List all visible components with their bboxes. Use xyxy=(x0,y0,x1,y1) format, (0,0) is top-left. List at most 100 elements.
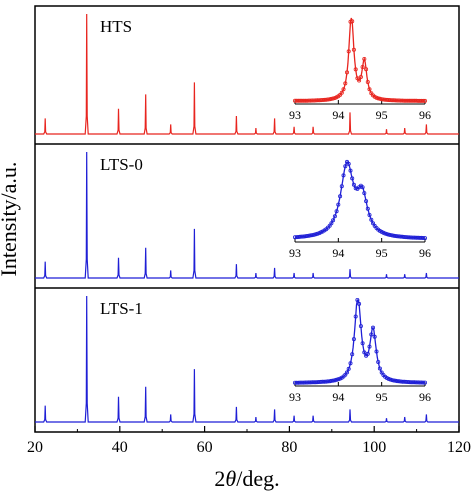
inset-data-marker xyxy=(348,361,353,366)
inset-data-marker xyxy=(344,370,349,375)
inset-data-marker xyxy=(329,221,334,226)
inset-data-marker xyxy=(365,206,370,211)
inset-data-marker xyxy=(348,19,353,24)
xrd-pattern-line xyxy=(35,13,459,135)
inset-data-marker xyxy=(331,218,336,223)
inset-data-marker xyxy=(358,324,363,329)
axes-box xyxy=(34,5,460,433)
inset-data-marker xyxy=(364,199,369,204)
inset-data-marker xyxy=(383,231,388,236)
panel-label: LTS-1 xyxy=(100,299,143,318)
inset-data-marker xyxy=(358,75,363,80)
inset-data-marker xyxy=(374,349,379,354)
x-axis-ticks: 20 40 60 80 100 120 xyxy=(27,426,471,456)
inset-data-marker xyxy=(329,96,334,101)
inset-x-tick-label: 96 xyxy=(419,108,431,122)
inset-data-marker xyxy=(377,96,382,101)
inset-data-marker xyxy=(357,78,362,83)
inset-data-marker xyxy=(348,168,353,173)
x-tick-label: 120 xyxy=(447,439,471,456)
plot-frame xyxy=(34,5,460,433)
inset-data-marker xyxy=(388,232,393,237)
inset-data-marker xyxy=(334,377,339,382)
inset-data-marker xyxy=(357,301,362,306)
inset-data-marker xyxy=(343,164,348,169)
inset-data-marker xyxy=(308,233,313,238)
inset-data-marker xyxy=(369,217,374,222)
panel-label: LTS-0 xyxy=(100,155,143,174)
inset-x-tick-label: 96 xyxy=(419,390,431,404)
inset-data-marker xyxy=(376,359,381,364)
panel-label: HTS xyxy=(100,17,132,36)
x-tick-label: 80 xyxy=(281,439,297,456)
inset-data-marker xyxy=(367,212,372,217)
inset-data-marker xyxy=(332,378,337,383)
panel-hts: HTS 93 94 95 96 xyxy=(35,13,459,135)
inset-data-marker xyxy=(388,377,393,382)
inset-data-marker xyxy=(362,350,367,355)
inset-data-marker xyxy=(351,182,356,187)
inset-x-tick-label: 95 xyxy=(376,246,388,260)
inset-x-tick-label: 95 xyxy=(376,108,388,122)
x-axis-title-suffix: /deg. xyxy=(236,466,279,491)
inset-data-marker xyxy=(421,380,426,385)
inset-data-marker xyxy=(344,70,349,75)
inset-data-marker xyxy=(360,65,365,70)
inset-data-marker xyxy=(353,314,358,319)
x-tick-label: 20 xyxy=(27,439,43,456)
inset-data-marker xyxy=(367,87,372,92)
inset-data-marker xyxy=(346,366,351,371)
inset-data-marker xyxy=(336,202,341,207)
inset-data-marker xyxy=(332,214,337,219)
inset-x-tick-label: 96 xyxy=(419,246,431,260)
inset-x-tick-label: 95 xyxy=(376,390,388,404)
inset-data-marker xyxy=(367,344,372,349)
inset-x-tick-label: 94 xyxy=(332,390,344,404)
inset-x-tick-label: 94 xyxy=(332,246,344,260)
panels: HTS 93 94 95 96 LTS-0 93 94 95 96 LTS-1 93 94 95 96 xyxy=(35,13,459,423)
inset-data-marker xyxy=(339,184,344,189)
inset-peak-line xyxy=(295,17,425,102)
inset-data-marker xyxy=(334,209,339,214)
inset-data-marker xyxy=(351,47,356,52)
inset-data-marker xyxy=(338,194,343,199)
xrd-pattern-line xyxy=(35,151,459,279)
inset-data-marker xyxy=(422,380,427,385)
x-axis-title: 2θ/deg. xyxy=(214,466,279,491)
x-tick-label: 60 xyxy=(197,439,213,456)
inset-data-marker xyxy=(346,161,351,166)
inset-data-marker xyxy=(355,297,360,302)
inset-data-marker xyxy=(421,98,426,103)
inset-data-marker xyxy=(360,341,365,346)
inset-data-marker xyxy=(362,57,367,62)
inset-data-marker xyxy=(336,377,341,382)
inset-x-tick-label: 93 xyxy=(289,390,301,404)
inset-data-marker xyxy=(331,378,336,383)
panel-lts-1: LTS-1 93 94 95 96 xyxy=(35,295,459,423)
inset-data-marker xyxy=(369,332,374,337)
xrd-pattern-line xyxy=(35,295,459,423)
inset-data-marker xyxy=(310,233,315,238)
inset-data-marker xyxy=(351,337,356,342)
inset-data-marker xyxy=(377,366,382,371)
inset-data-marker xyxy=(341,87,346,92)
inset-peak-line xyxy=(295,161,426,239)
inset-data-marker xyxy=(422,98,427,103)
inset-peak-line xyxy=(295,299,425,384)
inset-data-marker xyxy=(365,351,370,356)
inset-data-marker xyxy=(343,81,348,86)
x-axis-title-symbol: θ xyxy=(225,466,236,491)
inset-data-marker xyxy=(331,96,336,101)
inset-data-marker xyxy=(370,325,375,330)
inset-data-marker xyxy=(315,231,320,236)
inset-data-marker xyxy=(360,185,365,190)
inset-x-tick-label: 93 xyxy=(289,108,301,122)
x-tick-label: 100 xyxy=(362,439,386,456)
x-tick-label: 40 xyxy=(112,439,128,456)
inset-data-marker xyxy=(386,232,391,237)
inset-x-tick-label: 93 xyxy=(289,246,301,260)
inset-data-marker xyxy=(339,90,344,95)
inset-data-marker xyxy=(341,173,346,178)
panel-lts-0: LTS-0 93 94 95 96 xyxy=(35,151,459,279)
